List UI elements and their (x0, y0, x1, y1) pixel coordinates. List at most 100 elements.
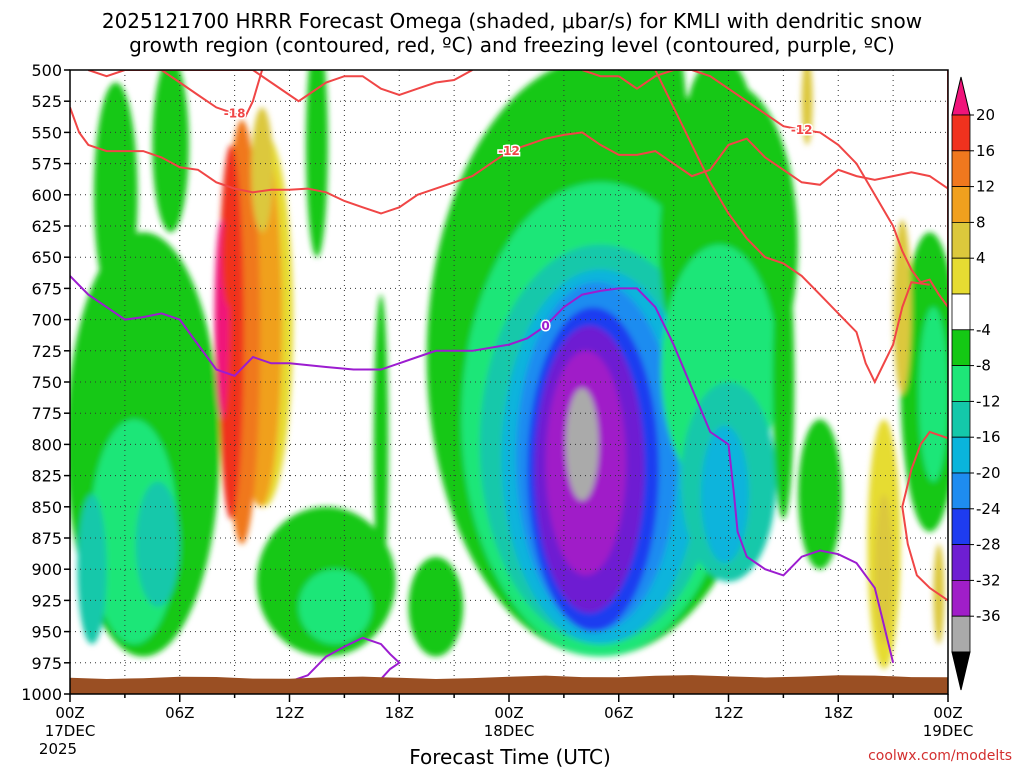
omega-region (565, 388, 599, 501)
y-tick-label: 550 (31, 123, 62, 142)
contour-label-dgz-minus-18: -18 (224, 107, 246, 121)
y-tick-label: 800 (31, 435, 62, 454)
colorbar-label: -20 (976, 464, 1001, 482)
contour-freezing-level-lower (270, 636, 401, 689)
colorbar-label: -8 (976, 357, 991, 375)
colorbar-segment (951, 436, 971, 474)
y-tick-label: 675 (31, 279, 62, 298)
contour-label-dgz-minus-12-upper: -12 (498, 144, 520, 158)
y-tick-label: 925 (31, 591, 62, 610)
contour-dgz-minus-12-upper (70, 107, 948, 215)
y-tick-label: 600 (31, 186, 62, 205)
x-tick-label: 00Z (494, 704, 523, 722)
omega-region (152, 70, 189, 233)
colorbar-label: -36 (976, 607, 1001, 625)
colorbar-segment (951, 150, 971, 188)
omega-region (77, 494, 107, 645)
y-tick-label: 950 (31, 623, 62, 642)
contour-dgz-minus-12-bottom (901, 430, 948, 602)
y-tick-label: 650 (31, 248, 62, 267)
x-tick-label: 18Z (385, 704, 414, 722)
y-tick-label: 850 (31, 498, 62, 517)
omega-region (686, 70, 753, 183)
x-axis-label: Forecast Time (UTC) (409, 745, 611, 768)
x-tick-label: 00Z (933, 704, 962, 722)
colorbar-segment (951, 114, 971, 152)
plot-area: 0 -18 -12 -12 (70, 70, 948, 694)
omega-region (772, 244, 795, 520)
colorbar: 20 16 12 8 4 -4 -8 -12 -16 -20 -24 -28 -32 -36 (951, 76, 1001, 691)
colorbar-segment (951, 580, 971, 617)
y-tick-label: 775 (31, 404, 62, 423)
colorbar-segment (951, 615, 971, 653)
x-tick-year: 2025 (39, 740, 77, 758)
colorbar-label: 4 (976, 249, 986, 267)
chart-title-line1: 2025121700 HRRR Forecast Omega (shaded, … (102, 9, 922, 33)
colorbar-segment (951, 257, 971, 295)
omega-region (221, 207, 237, 308)
colorbar-label: -4 (976, 321, 991, 339)
y-tick-label: 700 (31, 311, 62, 330)
contour-dgz-minus-12-top (87, 70, 473, 103)
x-tick-date: 17DEC (45, 722, 96, 740)
colorbar-label: -32 (976, 571, 1001, 589)
y-tick-label: 725 (31, 342, 62, 361)
omega-region (918, 307, 948, 482)
y-tick-label: 875 (31, 529, 62, 548)
shading-layer (70, 70, 948, 670)
x-tick-label: 12Z (275, 704, 304, 722)
colorbar-segment (951, 329, 971, 366)
gridlines (70, 70, 948, 694)
omega-region (408, 556, 464, 657)
pressure-axis: 500 525 550 575 600 625 650 675 700 725 750 775 800 8… (21, 61, 70, 704)
colorbar-segment (951, 365, 971, 402)
colorbar-segment (951, 400, 971, 438)
colorbar-segment (951, 221, 971, 259)
omega-region (801, 70, 813, 145)
colorbar-segment (951, 186, 971, 223)
omega-region (305, 70, 328, 258)
colorbar-segment (951, 293, 971, 331)
colorbar-label: 8 (976, 213, 986, 231)
y-tick-label: 825 (31, 467, 62, 486)
y-tick-label: 525 (31, 92, 62, 111)
y-tick-label: 500 (31, 61, 62, 80)
x-tick-label: 18Z (824, 704, 853, 722)
chart-title-line2: growth region (contoured, red, ºC) and f… (129, 33, 895, 57)
y-tick-label: 975 (31, 654, 62, 673)
contour-lines: 0 -18 -12 -12 (70, 70, 948, 689)
y-tick-label: 750 (31, 373, 62, 392)
x-tick-label: 06Z (604, 704, 633, 722)
y-tick-label: 625 (31, 217, 62, 236)
credit-text: coolwx.com/modelts (868, 748, 1012, 764)
x-tick-date: 18DEC (484, 722, 535, 740)
contour-label-freezing-level: 0 (541, 319, 549, 333)
colorbar-label: 16 (976, 142, 995, 160)
y-tick-label: 1000 (21, 685, 62, 704)
contour-dgz-minus-12-lower (654, 70, 930, 385)
contour-dgz-minus-12-right (581, 70, 948, 309)
x-tick-label: 00Z (55, 704, 84, 722)
colorbar-label: 20 (976, 106, 995, 124)
omega-region (298, 569, 372, 645)
x-tick-date: 19DEC (923, 722, 974, 740)
colorbar-label: -24 (976, 500, 1001, 518)
colorbar-label: -12 (976, 392, 1001, 410)
omega-region (798, 419, 842, 570)
colorbar-label: 12 (976, 178, 995, 196)
omega-region (135, 481, 180, 607)
contour-freezing-level (70, 275, 895, 664)
x-tick-label: 12Z (714, 704, 743, 722)
contour-label-dgz-minus-12-right: -12 (791, 123, 813, 137)
colorbar-top-arrow (951, 76, 971, 116)
colorbar-segment (951, 544, 971, 581)
colorbar-label: -28 (976, 536, 1001, 554)
contour-dgz-minus-18 (160, 70, 264, 118)
omega-shading (70, 70, 948, 670)
y-tick-label: 575 (31, 155, 62, 174)
colorbar-bottom-arrow (951, 651, 971, 691)
omega-region (251, 107, 274, 233)
colorbar-segment (951, 508, 971, 545)
